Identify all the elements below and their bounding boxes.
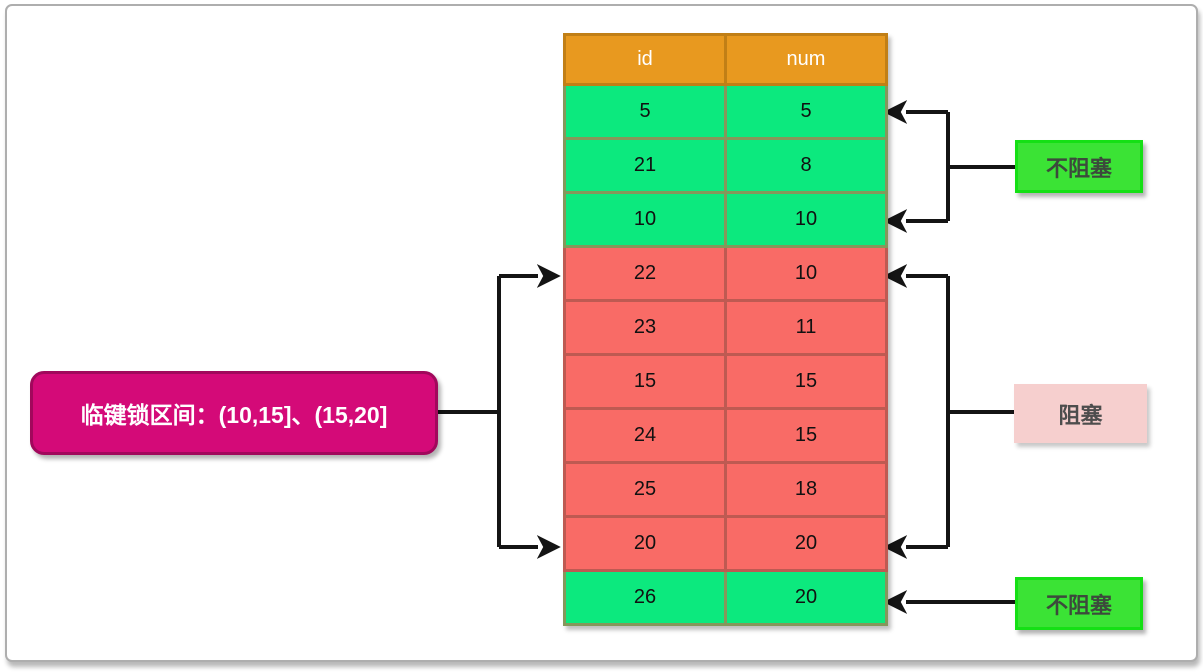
cell-id: 21 [563, 137, 727, 194]
table-row: 20 20 [563, 515, 888, 572]
blocking-label: 阻塞 [1014, 384, 1147, 443]
cell-id: 10 [563, 191, 727, 248]
cell-id: 26 [563, 569, 727, 626]
cell-num: 10 [724, 245, 888, 302]
cell-id: 24 [563, 407, 727, 464]
cell-id: 20 [563, 515, 727, 572]
table-row: 25 18 [563, 461, 888, 518]
cell-num: 15 [724, 407, 888, 464]
cell-num: 8 [724, 137, 888, 194]
non-blocking-bottom-label: 不阻塞 [1015, 577, 1143, 630]
cell-num: 15 [724, 353, 888, 410]
cell-num: 10 [724, 191, 888, 248]
column-header-id: id [563, 33, 727, 86]
cell-num: 11 [724, 299, 888, 356]
non-blocking-top-label: 不阻塞 [1015, 140, 1143, 193]
table-row: 10 10 [563, 191, 888, 248]
cell-id: 22 [563, 245, 727, 302]
cell-num: 5 [724, 83, 888, 140]
lock-range-label: 临键锁区间：(10,15]、(15,20] [30, 371, 438, 455]
cell-id: 25 [563, 461, 727, 518]
table-row: 24 15 [563, 407, 888, 464]
table-header-row: id num [563, 33, 888, 86]
table-row: 15 15 [563, 353, 888, 410]
cell-id: 23 [563, 299, 727, 356]
cell-id: 15 [563, 353, 727, 410]
table-row: 26 20 [563, 569, 888, 626]
cell-num: 20 [724, 515, 888, 572]
index-table: id num 5 5 21 8 10 10 22 10 23 11 15 15 24 15 25 18 20 20… [563, 33, 888, 626]
cell-num: 20 [724, 569, 888, 626]
cell-num: 18 [724, 461, 888, 518]
table-row: 22 10 [563, 245, 888, 302]
table-row: 23 11 [563, 299, 888, 356]
cell-id: 5 [563, 83, 727, 140]
table-row: 21 8 [563, 137, 888, 194]
column-header-num: num [724, 33, 888, 86]
table-body: 5 5 21 8 10 10 22 10 23 11 15 15 24 15 25 18 20 20 26 20 [563, 83, 888, 626]
